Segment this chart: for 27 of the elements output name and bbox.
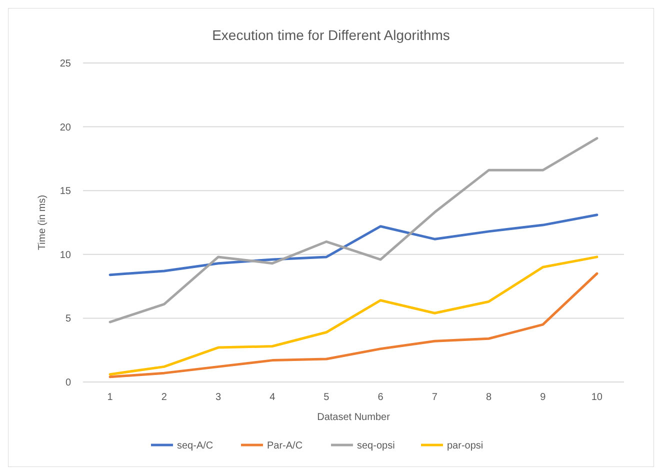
line-series bbox=[108, 256, 598, 376]
line-series bbox=[108, 272, 598, 378]
y-axis-title: Time (in ms) bbox=[37, 194, 48, 250]
legend-label: seq-A/C bbox=[177, 440, 214, 452]
x-tick-label: 6 bbox=[378, 392, 384, 403]
x-tick-label: 9 bbox=[540, 392, 546, 403]
x-tick-label: 5 bbox=[324, 392, 330, 403]
y-tick-label: 25 bbox=[60, 58, 72, 70]
y-tick-label: 0 bbox=[65, 378, 72, 388]
line-series bbox=[108, 137, 598, 324]
x-tick-label: 3 bbox=[215, 392, 222, 403]
x-tick-label: 8 bbox=[486, 392, 492, 403]
y-tick-label: 5 bbox=[65, 314, 72, 325]
x-tick-label: 2 bbox=[161, 392, 168, 403]
x-tick-label: 1 bbox=[107, 392, 114, 403]
y-tick-label: 15 bbox=[60, 186, 72, 198]
x-axis-title: Dataset Number bbox=[317, 412, 391, 423]
y-tick-label: 20 bbox=[60, 122, 72, 134]
line-series bbox=[108, 214, 598, 276]
x-tick-label: 7 bbox=[432, 392, 438, 403]
chart-title: Execution time for Different Algorithms bbox=[212, 27, 450, 43]
legend-label: Par-A/C bbox=[267, 440, 303, 452]
legend-label: seq-opsi bbox=[357, 440, 395, 452]
y-tick-label: 10 bbox=[60, 250, 72, 261]
x-tick-label: 4 bbox=[270, 392, 276, 403]
legend-label: par-opsi bbox=[447, 440, 484, 452]
x-tick-label: 10 bbox=[591, 392, 603, 403]
